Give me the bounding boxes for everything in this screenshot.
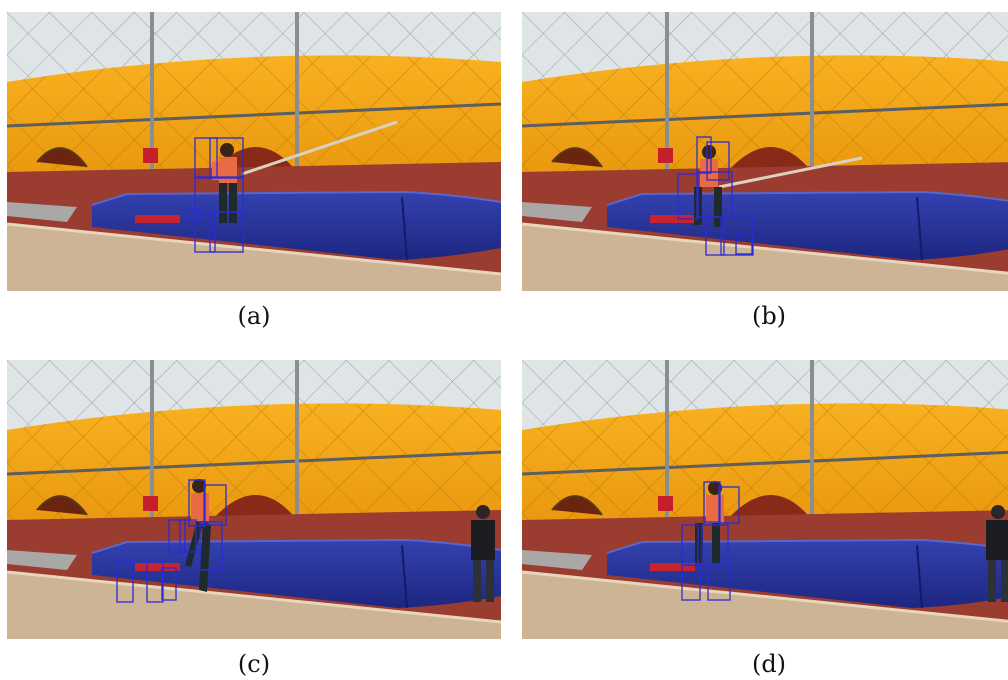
panel-b bbox=[522, 12, 1008, 291]
bounding-boxes bbox=[677, 136, 754, 256]
panel-a-caption: (a) bbox=[237, 302, 271, 330]
panel-c-caption: (c) bbox=[237, 650, 271, 678]
panel-d bbox=[522, 360, 1008, 639]
bounding-boxes bbox=[681, 481, 740, 601]
spectator bbox=[471, 505, 495, 602]
panel-b-caption: (b) bbox=[751, 302, 787, 330]
panel-c bbox=[7, 360, 501, 639]
bounding-boxes bbox=[116, 479, 227, 603]
panel-d-caption: (d) bbox=[751, 650, 787, 678]
spectator bbox=[986, 505, 1008, 602]
panel-a bbox=[7, 12, 501, 291]
bounding-boxes bbox=[186, 137, 244, 253]
